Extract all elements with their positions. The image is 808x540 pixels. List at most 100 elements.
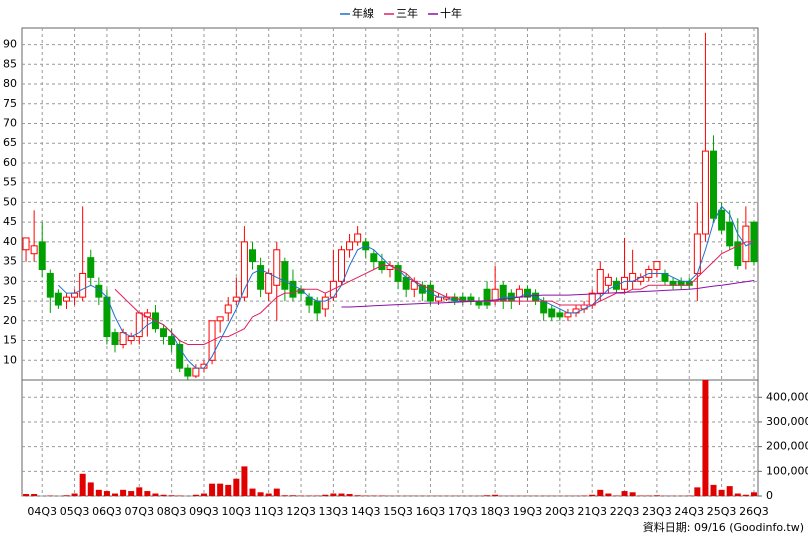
candle-body [119,332,127,345]
candle-body [249,249,257,263]
volume-bar [273,488,280,496]
x-tick-label: 07Q3 [124,505,154,518]
y-tick-label: 55 [3,176,17,189]
x-tick-label: 12Q3 [286,505,316,518]
candle-body [467,296,475,302]
volume-bar [128,491,135,496]
x-tick-label: 13Q3 [319,505,349,518]
candle-body [435,296,443,302]
candle-body [127,336,135,342]
ma-line [341,280,755,308]
x-tick-label: 21Q3 [577,505,607,518]
legend-label: 年線 [352,6,374,20]
candle-body [701,150,709,235]
volume-bar [112,493,119,496]
volume-bar [589,494,596,496]
volume-bar [168,495,175,496]
y2-tick-label: 300,000 [766,415,808,428]
volume-bar [726,486,733,496]
x-tick-label: 11Q3 [254,505,284,518]
candle-body [224,304,232,314]
candle-body [596,269,604,294]
candle-body [370,253,378,263]
volume-bar [718,489,725,496]
candle-body [313,300,321,314]
volume-bar [265,493,272,496]
candle-body [232,296,240,302]
y-tick-label: 85 [3,57,17,70]
x-tick-label: 05Q3 [60,505,90,518]
candle-body [22,237,30,251]
volume-bar [653,495,660,496]
y-tick-label: 90 [3,38,17,51]
footer: 資料日期: 09/16 (Goodinfo.tw) [643,520,804,534]
ma-line [58,205,755,369]
candle-body [240,241,248,298]
candle-body [257,265,265,290]
candle-body [54,292,62,306]
y-tick-label: 50 [3,195,17,208]
candle-body [265,272,273,294]
candle-body [669,280,677,286]
y-tick-label: 75 [3,97,17,110]
volume-bar [249,488,256,496]
volume-bar [200,493,207,496]
volume-bar [710,484,717,496]
candle-body [742,225,750,263]
y-tick-label: 80 [3,77,17,90]
x-tick-label: 22Q3 [610,505,640,518]
x-tick-label: 10Q3 [222,505,252,518]
volume-bar [742,494,749,496]
volume-bar [63,495,70,496]
x-tick-label: 25Q3 [707,505,737,518]
candle-body [556,312,564,318]
volume-bar [31,494,38,496]
x-tick-label: 18Q3 [480,505,510,518]
volume-bar [338,493,345,496]
volume-bar [103,491,110,496]
candle-body [346,241,354,251]
x-tick-label: 15Q3 [383,505,413,518]
volume-bar [621,491,628,496]
y2-tick-label: 200,000 [766,440,808,453]
candle-body [192,367,200,377]
legend-label: 十年 [440,6,462,20]
candle-body [71,292,79,298]
y-tick-label: 60 [3,156,17,169]
volume-bar [629,492,636,496]
candle-body [540,300,548,314]
volume-bar [750,492,757,496]
volume-bar [354,495,361,496]
volume-bar [702,380,709,496]
volume-bar [597,489,604,496]
x-tick-label: 09Q3 [189,505,219,518]
y-tick-label: 70 [3,116,17,129]
candle-body [281,261,289,290]
candle-body [176,343,184,369]
volume-bar [734,493,741,496]
volume-bar [694,487,701,496]
x-tick-label: 19Q3 [513,505,543,518]
candle-body [718,209,726,231]
candle-body [79,272,87,298]
candle-body [604,276,612,286]
candle-body [273,249,281,286]
candle-body [677,280,685,286]
y-tick-label: 20 [3,314,17,327]
candle-body [87,257,95,278]
volume-bar [492,494,499,496]
candle-body [95,284,103,298]
x-tick-label: 16Q3 [416,505,446,518]
volume-bar [192,494,199,496]
y2-tick-label: 400,000 [766,390,808,403]
volume-bar [257,492,264,496]
volume-bar [71,493,78,496]
candle-body [46,272,54,298]
legend-label: 三年 [396,6,418,20]
x-tick-label: 08Q3 [157,505,187,518]
candle-body [184,367,192,377]
x-tick-label: 20Q3 [545,505,575,518]
volume-bar [217,483,224,496]
volume-bar [144,491,151,496]
